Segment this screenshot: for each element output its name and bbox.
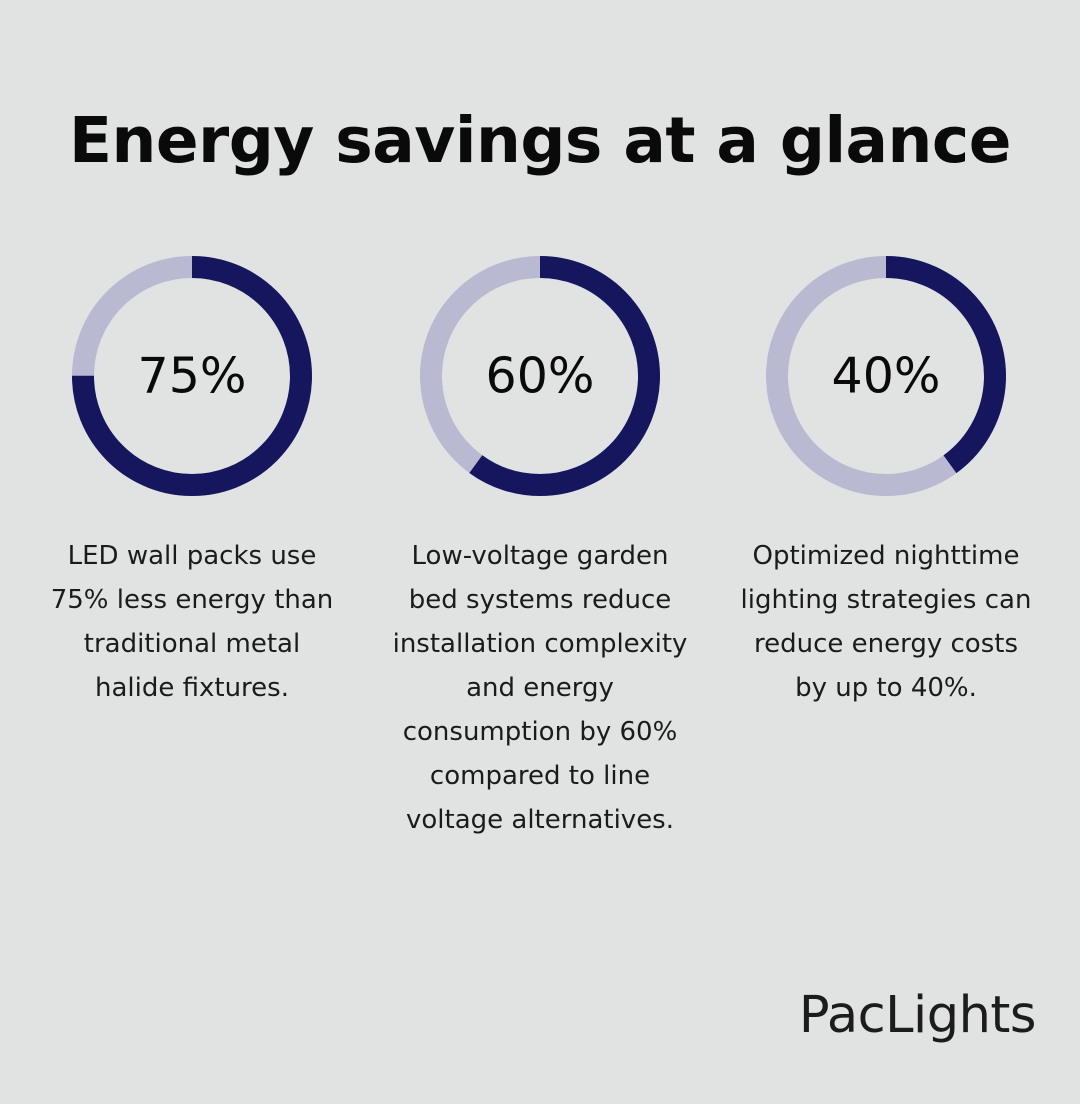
donut-arc — [420, 256, 660, 496]
brand-logo: PacLights — [798, 986, 1037, 1045]
donut-chart-2: 60% — [420, 256, 660, 496]
stat-nighttime-lighting: 40% Optimized nighttime lighting strateg… — [726, 256, 1046, 710]
stat-description: Low-voltage garden bed systems reduce in… — [392, 541, 688, 835]
stat-low-voltage-garden: 60% Low-voltage garden bed systems reduc… — [380, 256, 700, 842]
donut-value-label: 60% — [486, 348, 595, 405]
donut-arc — [72, 256, 312, 496]
stat-description: Optimized nighttime lighting strategies … — [740, 541, 1032, 703]
donut-arc — [766, 256, 1006, 496]
page-title: Energy savings at a glance — [69, 104, 1011, 177]
stat-led-wall-packs: 75% LED wall packs use 75% less energy t… — [32, 256, 352, 710]
donut-chart-3: 40% — [766, 256, 1006, 496]
donut-chart-1: 75% — [72, 256, 312, 496]
donut-value-label: 40% — [832, 348, 941, 405]
stat-description: LED wall packs use 75% less energy than … — [50, 541, 334, 703]
donut-value-label: 75% — [138, 348, 247, 405]
